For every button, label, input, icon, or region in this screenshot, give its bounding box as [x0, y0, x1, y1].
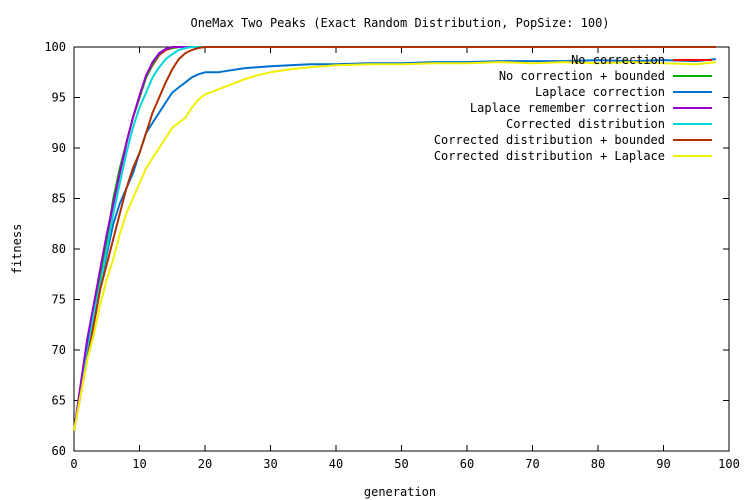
legend-label: No correction + bounded	[499, 69, 665, 83]
chart-title: OneMax Two Peaks (Exact Random Distribut…	[190, 16, 609, 30]
y-tick-label: 100	[44, 40, 66, 54]
x-tick-label: 90	[656, 457, 670, 471]
legend-label: No correction	[571, 53, 665, 67]
axis-ticks: 0 10 20 30 40 50 60 70 80 90 100 60 65 70 75 80 85 90 95 10…	[44, 40, 740, 471]
series-line-7	[73, 61, 717, 431]
y-tick-label: 75	[52, 293, 66, 307]
legend-label: Laplace remember correction	[470, 101, 665, 115]
y-tick-label: 65	[52, 394, 66, 408]
x-axis-label: generation	[364, 485, 436, 499]
series-line-3	[73, 58, 717, 431]
y-tick-label: 80	[52, 242, 66, 256]
legend-label: Corrected distribution	[506, 117, 665, 131]
x-tick-label: 80	[591, 457, 605, 471]
x-tick-label: 100	[718, 457, 740, 471]
legend: No correction No correction + bounded Lapl…	[434, 53, 712, 163]
y-tick-label: 95	[52, 91, 66, 105]
x-tick-label: 40	[329, 457, 343, 471]
x-tick-label: 70	[525, 457, 539, 471]
legend-label: Corrected distribution + bounded	[434, 133, 665, 147]
series-line-6	[73, 46, 716, 431]
legend-label: Laplace correction	[535, 85, 665, 99]
x-tick-label: 30	[263, 457, 277, 471]
x-tick-label: 20	[198, 457, 212, 471]
x-tick-label: 50	[394, 457, 408, 471]
x-tick-label: 0	[70, 457, 77, 471]
y-axis-label: fitness	[10, 224, 24, 275]
x-tick-label: 60	[460, 457, 474, 471]
x-tick-label: 10	[132, 457, 146, 471]
y-tick-label: 60	[52, 444, 66, 458]
y-tick-label: 85	[52, 192, 66, 206]
legend-label: Corrected distribution + Laplace	[434, 149, 665, 163]
y-tick-label: 90	[52, 141, 66, 155]
y-tick-label: 70	[52, 343, 66, 357]
series-lines	[73, 46, 717, 431]
